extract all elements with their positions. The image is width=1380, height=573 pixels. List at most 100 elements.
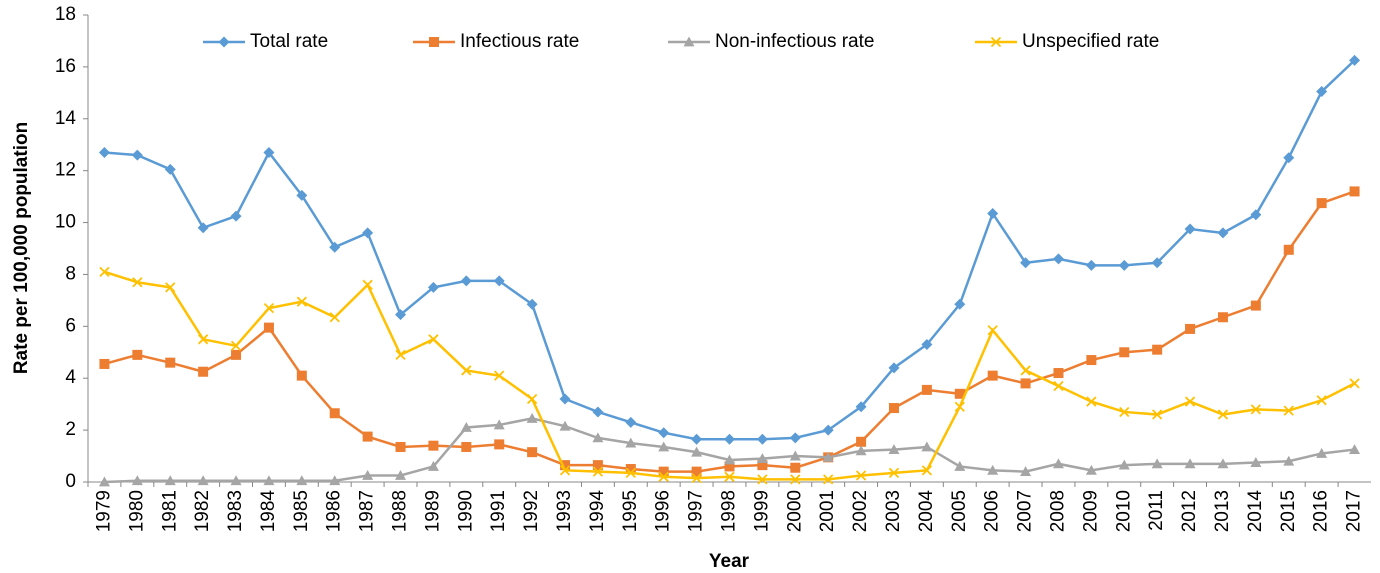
legend-label: Non-infectious rate — [715, 31, 874, 52]
point — [625, 464, 636, 475]
x-tick-label: 2014 — [1245, 490, 1266, 533]
x-tick-label: 2002 — [850, 490, 871, 532]
point — [1184, 396, 1196, 407]
series-line — [104, 59, 1356, 441]
point — [1085, 259, 1097, 271]
point — [98, 476, 110, 487]
point — [329, 241, 341, 253]
point — [131, 475, 143, 486]
point — [132, 349, 143, 360]
y-tick-label: 8 — [65, 263, 76, 284]
point — [954, 298, 966, 310]
point — [263, 322, 274, 333]
point — [658, 466, 669, 477]
point — [856, 436, 867, 447]
point — [921, 338, 933, 350]
point — [1152, 409, 1163, 420]
point — [724, 433, 735, 445]
point — [625, 437, 637, 448]
point — [1217, 227, 1229, 239]
x-tick-label: 1982 — [192, 490, 213, 532]
point — [1052, 458, 1064, 469]
point — [526, 393, 538, 405]
point — [1086, 396, 1097, 407]
y-tick-label: 4 — [65, 367, 76, 388]
point — [625, 416, 637, 428]
x-tick-label: 1998 — [719, 490, 740, 532]
point — [1118, 259, 1130, 271]
point — [1184, 223, 1196, 235]
x-tick-label: 2015 — [1278, 490, 1299, 532]
point — [658, 441, 670, 452]
point — [691, 472, 702, 484]
x-tick-label: 1996 — [653, 490, 674, 532]
point — [789, 450, 801, 461]
point — [230, 210, 242, 222]
point — [460, 422, 472, 432]
point — [427, 281, 439, 293]
x-tick-label: 1979 — [93, 490, 114, 532]
point — [461, 441, 472, 452]
point — [165, 357, 176, 368]
point — [888, 467, 900, 479]
point — [1250, 457, 1262, 467]
point — [527, 447, 538, 458]
y-tick-label: 6 — [65, 315, 76, 336]
x-tick-label: 1984 — [258, 490, 279, 533]
point — [855, 470, 867, 481]
point — [526, 298, 538, 310]
point — [98, 147, 110, 159]
point — [395, 349, 406, 361]
point — [395, 470, 407, 480]
point — [1250, 209, 1262, 221]
point — [1349, 444, 1361, 454]
legend-marker — [218, 36, 230, 48]
point — [362, 470, 374, 480]
x-tick-label: 2017 — [1344, 490, 1365, 532]
legend-label: Infectious rate — [460, 31, 579, 52]
point — [691, 433, 703, 445]
point — [559, 465, 571, 476]
point — [263, 475, 275, 486]
point — [592, 406, 604, 418]
x-tick-label: 1995 — [620, 490, 641, 532]
x-tick-label: 1981 — [159, 490, 180, 532]
point — [198, 366, 209, 377]
point — [888, 362, 900, 374]
point — [592, 466, 604, 477]
point — [1118, 459, 1130, 470]
point — [362, 279, 373, 290]
point — [789, 432, 801, 444]
point — [691, 446, 703, 457]
x-tick-label: 1991 — [488, 490, 509, 532]
x-tick-label: 1987 — [357, 490, 378, 532]
x-tick-label: 2000 — [784, 490, 805, 532]
point — [1085, 464, 1097, 475]
point — [1283, 152, 1295, 164]
point — [1152, 344, 1163, 355]
point — [296, 189, 308, 201]
point — [790, 462, 801, 473]
point — [1020, 365, 1031, 376]
point — [1052, 253, 1064, 265]
y-tick-label: 14 — [55, 108, 77, 129]
point — [428, 334, 439, 345]
point — [1283, 244, 1294, 255]
point — [428, 440, 439, 451]
point — [263, 303, 275, 314]
x-tick-label: 1997 — [686, 490, 707, 532]
point — [460, 275, 472, 287]
point — [724, 471, 735, 482]
point — [954, 388, 965, 399]
point — [99, 358, 110, 369]
point — [855, 445, 867, 456]
x-tick-label: 2011 — [1146, 490, 1167, 531]
point — [493, 419, 505, 430]
x-tick-label: 1985 — [291, 490, 312, 532]
point — [560, 460, 571, 471]
series-line — [104, 270, 1356, 481]
x-tick-label: 2008 — [1047, 490, 1068, 532]
point — [1020, 378, 1031, 389]
point — [888, 444, 900, 454]
